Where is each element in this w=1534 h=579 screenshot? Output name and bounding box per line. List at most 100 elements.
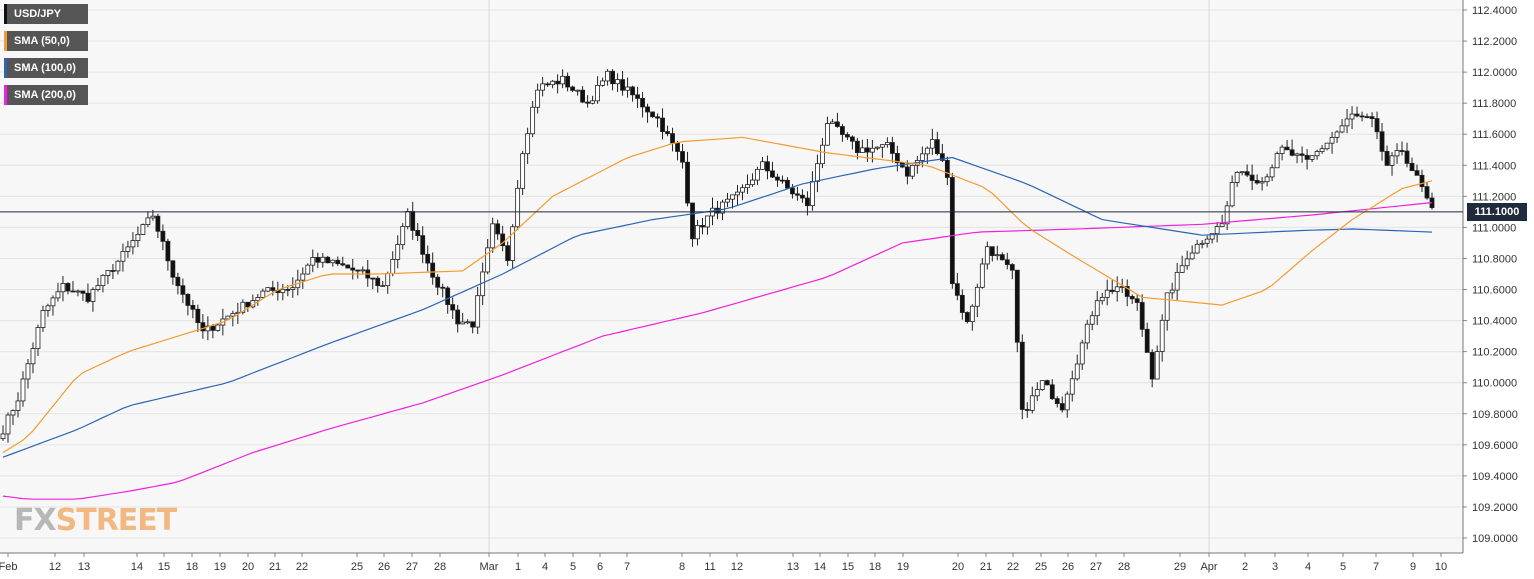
candle [625, 86, 630, 91]
y-tick-label: 112.2000 [1472, 36, 1517, 48]
candle [1199, 242, 1205, 245]
candle [360, 269, 366, 272]
candle [290, 287, 296, 290]
candle [700, 225, 705, 228]
candle [630, 86, 635, 96]
candle [475, 295, 481, 328]
x-tick-label: 19 [214, 561, 226, 573]
legend-item-sma200[interactable]: SMA (200,0) [4, 85, 88, 105]
candle [1264, 176, 1270, 183]
candle [755, 168, 760, 181]
x-tick-label: 12 [49, 561, 61, 573]
legend-item-sma50[interactable]: SMA (50,0) [4, 31, 88, 51]
x-tick-label: 3 [1272, 561, 1278, 573]
candle [969, 305, 975, 323]
legend-swatch [4, 31, 7, 51]
candle [510, 226, 516, 261]
legend-swatch [4, 58, 7, 78]
y-tick-label: 110.8000 [1472, 253, 1517, 265]
candle [50, 297, 56, 307]
candle [1109, 289, 1115, 292]
candle [425, 253, 431, 264]
sma100-line [2, 156, 1433, 458]
candle [745, 184, 750, 189]
candle [1004, 259, 1010, 265]
candle [170, 260, 176, 278]
legend-label: SMA (200,0) [14, 89, 76, 101]
candle [1394, 150, 1400, 157]
candle [889, 142, 895, 154]
x-tick-label: 8 [679, 561, 685, 573]
candle [280, 288, 286, 294]
candle [959, 294, 965, 313]
candle [924, 147, 930, 155]
candle [200, 322, 206, 332]
candle [215, 324, 221, 331]
candle [825, 123, 830, 146]
candle [550, 80, 556, 86]
x-tick-label: 21 [980, 561, 992, 573]
sma200-line [2, 202, 1433, 500]
candle [840, 126, 845, 135]
candle [1214, 226, 1220, 235]
candle [929, 139, 935, 149]
candle [1184, 258, 1190, 267]
candle [660, 117, 665, 132]
candle [1224, 205, 1230, 225]
candle [1289, 149, 1295, 156]
candle [1149, 352, 1155, 380]
candle [750, 179, 755, 186]
candle [1124, 286, 1130, 297]
legend-item-sma100[interactable]: SMA (100,0) [4, 58, 88, 78]
candle [340, 263, 346, 266]
candle [495, 223, 501, 235]
candle [1039, 380, 1045, 390]
x-tick-label: 9 [1410, 561, 1416, 573]
x-tick-label: 22 [296, 561, 308, 573]
candle [85, 292, 91, 302]
legend-swatch [4, 85, 7, 105]
candle [964, 312, 970, 323]
candle [979, 263, 985, 288]
candle [1129, 296, 1135, 300]
candle [1179, 265, 1185, 273]
x-tick-label: 6 [597, 561, 603, 573]
candle [954, 283, 960, 296]
candle [1059, 403, 1065, 411]
candle [30, 348, 36, 365]
candle [1089, 315, 1095, 325]
candle [1034, 389, 1040, 397]
x-tick-label: 27 [1090, 561, 1102, 573]
candle [535, 89, 541, 108]
candle [165, 240, 171, 262]
candle [1194, 243, 1200, 254]
candle [650, 111, 655, 118]
candle [100, 274, 106, 287]
candle [450, 304, 456, 311]
candle [385, 273, 391, 287]
candle [175, 276, 181, 287]
candle [1309, 155, 1315, 160]
candle [540, 83, 546, 91]
candle [195, 308, 201, 324]
y-tick-label: 111.6000 [1472, 129, 1516, 141]
candle [25, 363, 31, 380]
candle [35, 327, 41, 349]
candle [815, 163, 820, 182]
candle [605, 70, 610, 82]
legend-item-usdjpy[interactable]: USD/JPY [4, 4, 88, 24]
candle [0, 433, 6, 440]
x-tick-label: 14 [131, 561, 143, 573]
candle [230, 313, 236, 317]
candle [555, 80, 561, 85]
candle [500, 233, 506, 247]
candle [390, 259, 396, 274]
candle [105, 270, 111, 276]
fxstreet-logo: FXSTREET [14, 503, 177, 538]
x-tick-label: 25 [1035, 561, 1047, 573]
candle [740, 187, 745, 193]
candle [520, 153, 526, 189]
candle [1374, 118, 1380, 133]
candle [325, 256, 331, 264]
y-tick-label: 109.6000 [1472, 440, 1518, 452]
